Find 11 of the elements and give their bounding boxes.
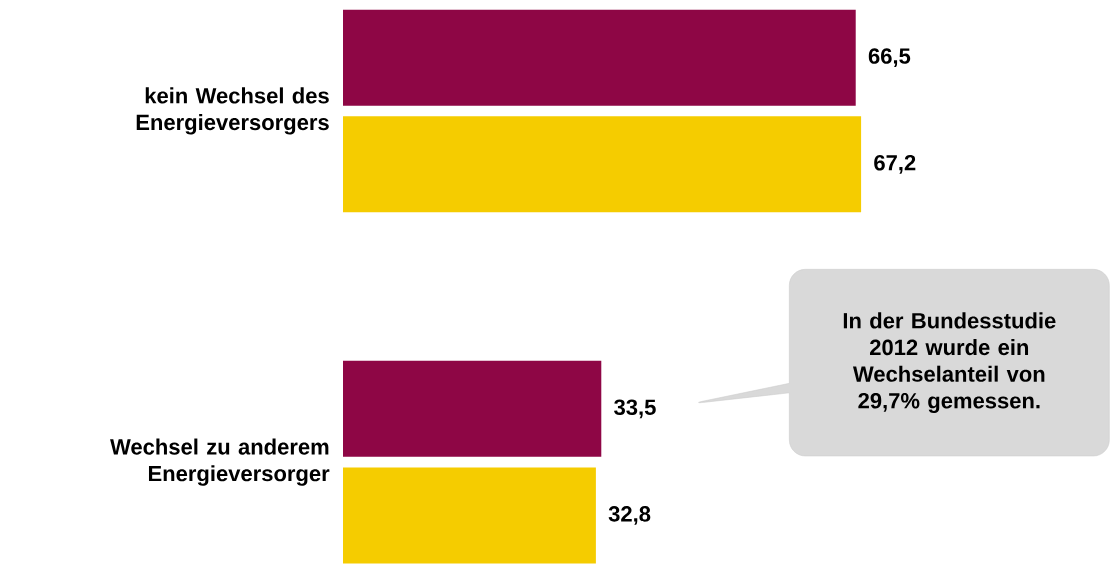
annotation: In der Bundesstudie 2012 wurde ein Wechselanteil von 29,7% gemessen. [843,312,1056,413]
data-label: 33,5 [614,399,656,419]
data-label: 67,2 [874,154,916,174]
bar [343,360,602,457]
bar [343,9,856,106]
y-tick-label: kein Wechsel des Energieversorgers [136,87,329,135]
y-tick-label: Wechsel zu anderem Energieversorger [110,438,330,486]
data-label: 66,5 [868,48,911,68]
bar [343,467,596,564]
bar [343,116,862,213]
data-label: 32,8 [608,506,651,525]
